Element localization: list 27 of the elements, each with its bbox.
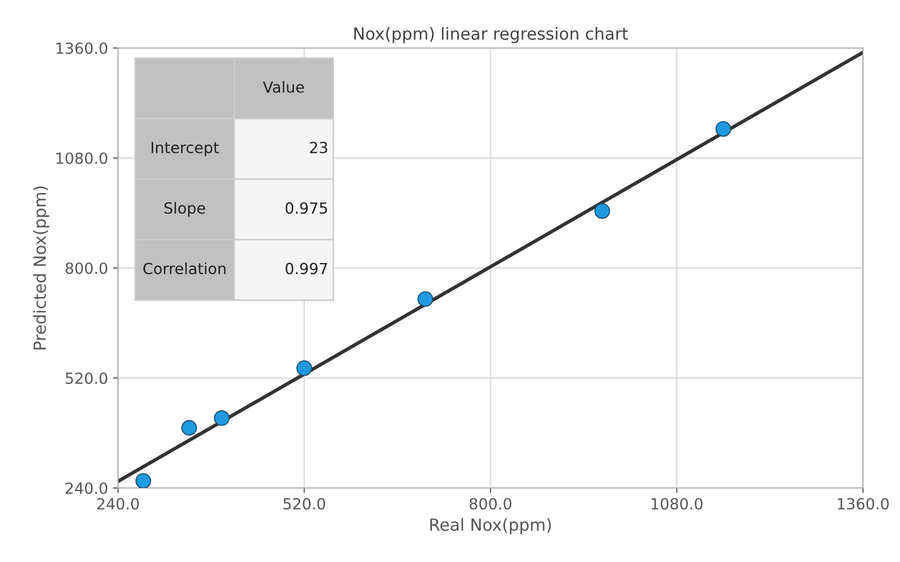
x-tick-label: 800.0 bbox=[470, 498, 512, 510]
point bbox=[296, 360, 312, 376]
y-tick-label: 1360.0 bbox=[56, 42, 108, 54]
annotation: Correlation bbox=[143, 262, 226, 274]
point bbox=[135, 473, 152, 488]
y-tick-label: 240.0 bbox=[66, 482, 108, 494]
annotation: Intercept bbox=[152, 142, 219, 156]
x-tick-label: 1360.0 bbox=[838, 498, 889, 510]
y-tick-label: 800.0 bbox=[66, 262, 108, 274]
point bbox=[181, 420, 198, 436]
annotation: 23 bbox=[310, 142, 328, 154]
point bbox=[417, 291, 434, 307]
annotation: 0.975 bbox=[286, 202, 328, 214]
x-axis-title: Real Nox(ppm) bbox=[430, 518, 551, 534]
chart-title: Nox(ppm) linear regression chart bbox=[354, 27, 628, 44]
point bbox=[214, 410, 230, 426]
y-tick-label: 1080.0 bbox=[56, 152, 108, 164]
y-tick-label: 520.0 bbox=[66, 372, 108, 384]
point bbox=[715, 121, 732, 137]
x-tick-label: 520.0 bbox=[284, 498, 326, 510]
annotation: Value bbox=[262, 80, 304, 93]
x-tick-label: 240.0 bbox=[97, 498, 139, 510]
point bbox=[594, 203, 610, 219]
annotation: Slope bbox=[164, 202, 206, 217]
x-tick-label: 1080.0 bbox=[652, 498, 702, 510]
annotation: 0.997 bbox=[286, 262, 328, 274]
y-axis-title: Predicted Nox(ppm) bbox=[33, 186, 50, 350]
